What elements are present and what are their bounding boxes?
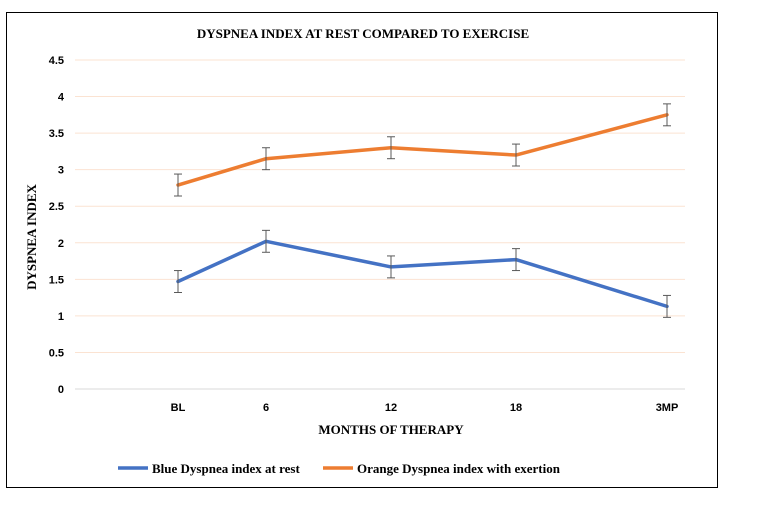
y-tick-label: 3	[58, 165, 64, 177]
x-tick-label: 12	[385, 402, 397, 414]
y-tick-label: 0	[58, 384, 64, 396]
series-group	[174, 103, 671, 318]
y-tick-label: 1.5	[49, 274, 64, 286]
chart-frame: DYSPNEA INDEX AT REST COMPARED TO EXERCI…	[6, 12, 718, 488]
legend: Blue Dyspnea index at rest Orange Dyspnea…	[118, 461, 561, 476]
y-tick-label: 1	[58, 311, 64, 323]
x-tick-label: 6	[263, 402, 269, 414]
legend-label-1: Orange Dyspnea index with exertion	[357, 461, 561, 476]
y-tick-label: 2.5	[49, 201, 64, 213]
legend-label-0: Blue Dyspnea index at rest	[152, 461, 300, 476]
series-line-0	[176, 239, 669, 309]
series-line-1	[176, 113, 669, 187]
grid-lines	[75, 59, 685, 390]
y-axis-ticks: 0 0.5 1 1.5 2 2.5 3 3.5 4 4.5	[49, 55, 65, 396]
y-tick-label: 0.5	[49, 347, 64, 359]
x-axis-title: MONTHS OF THERAPY	[318, 422, 464, 437]
x-axis-ticks: BL 6 12 18 3MP	[171, 402, 679, 414]
x-tick-label: BL	[171, 402, 186, 414]
x-tick-label: 18	[510, 402, 522, 414]
chart-title: DYSPNEA INDEX AT REST COMPARED TO EXERCI…	[197, 26, 529, 41]
y-tick-label: 4.5	[49, 55, 64, 67]
x-tick-label: 3MP	[656, 402, 679, 414]
chart-svg: DYSPNEA INDEX AT REST COMPARED TO EXERCI…	[24, 26, 685, 476]
y-tick-label: 3.5	[49, 128, 64, 140]
y-axis-title: DYSPNEA INDEX	[24, 183, 39, 289]
y-tick-label: 2	[58, 238, 64, 250]
y-tick-label: 4	[58, 92, 65, 104]
